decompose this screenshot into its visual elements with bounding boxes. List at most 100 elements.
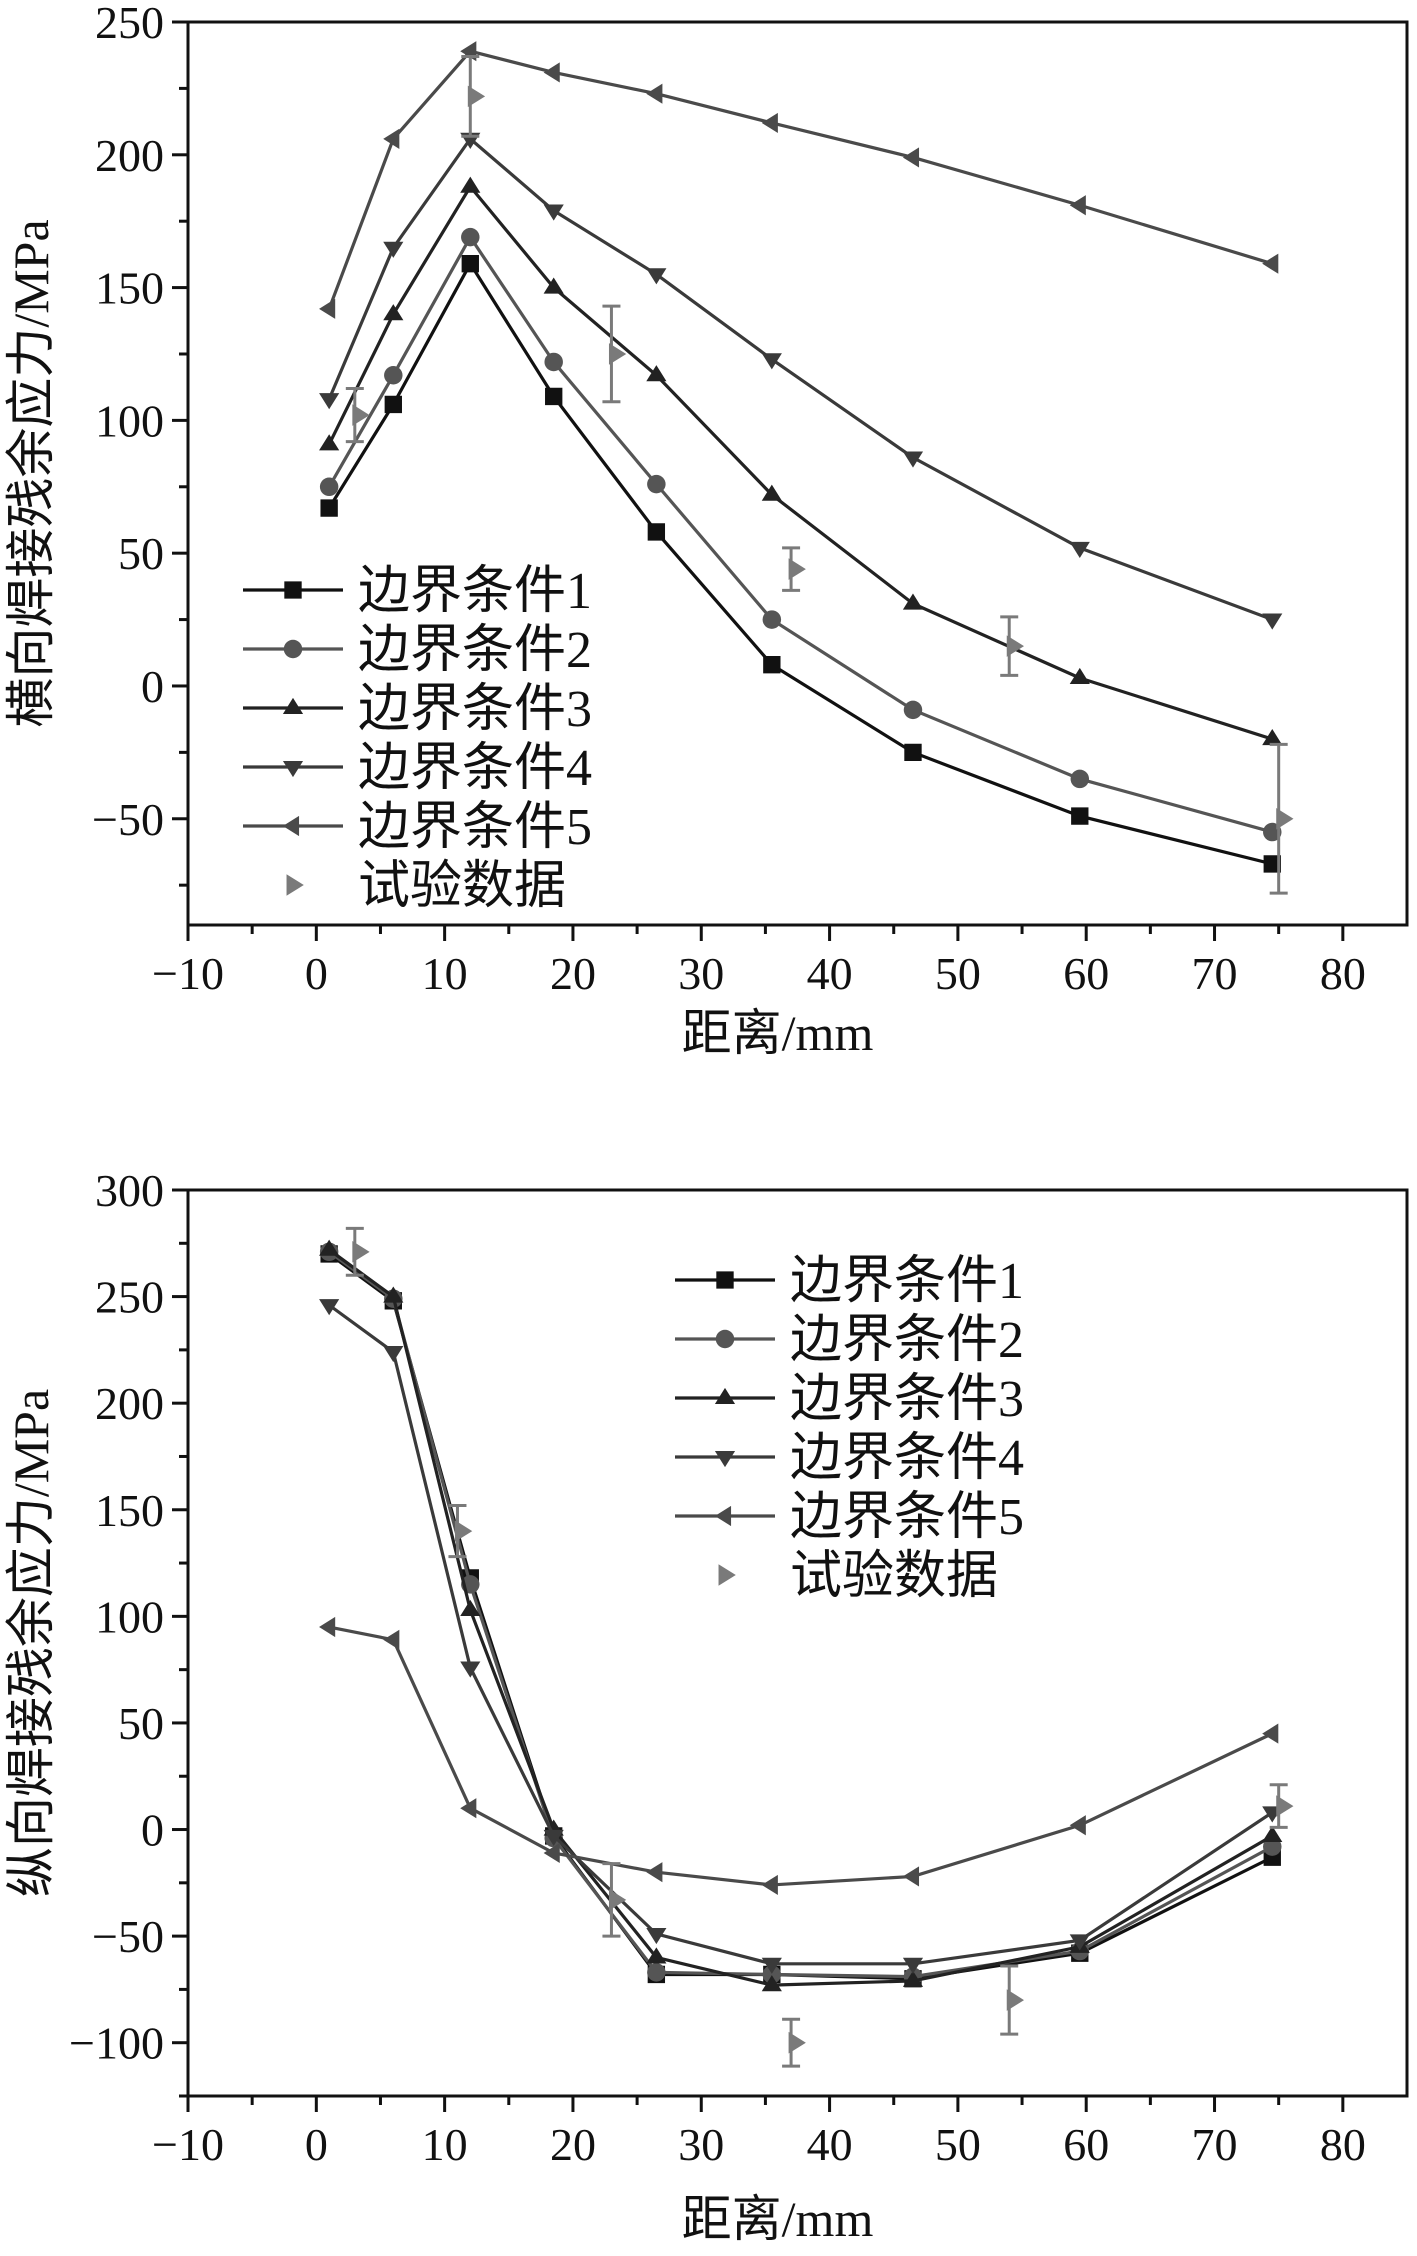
y-tick-label: −50 (92, 1911, 164, 1962)
y-tick-label: 50 (118, 528, 164, 579)
x-tick-label: 20 (550, 948, 596, 999)
experimental-point (352, 1241, 370, 1263)
legend-marker (718, 1564, 736, 1586)
legend-label: 试验数据 (790, 1548, 998, 1605)
series-1-point (1263, 855, 1281, 873)
legend-label: 边界条件2 (790, 1312, 1024, 1369)
series-5-point (1262, 253, 1279, 274)
series-1-point (763, 656, 781, 674)
series-5-point (383, 1629, 400, 1650)
series-2-point (461, 227, 480, 247)
experimental-point (352, 404, 370, 426)
series-1-point (647, 523, 666, 541)
series-1-point (904, 743, 922, 762)
x-tick-label: 30 (678, 2119, 724, 2170)
series-3-point (1069, 667, 1090, 685)
series-1-point (461, 255, 479, 273)
x-tick-label: 40 (807, 2119, 853, 2170)
experimental-point (608, 1889, 627, 1911)
series-5-point (646, 1862, 663, 1883)
x-tick-label: 20 (550, 2119, 596, 2170)
series-3-point (646, 365, 667, 382)
x-tick-label: 40 (807, 948, 853, 999)
x-tick-label: 70 (1192, 948, 1238, 999)
y-tick-label: −50 (92, 794, 164, 845)
series-4-point (902, 1957, 924, 1974)
series-4-point (1262, 613, 1283, 630)
y-tick-label: 50 (118, 1698, 164, 1749)
series-2-point (647, 474, 666, 494)
series-4-point (902, 451, 924, 468)
plot-frame (186, 20, 1409, 927)
series-2-point (384, 365, 403, 385)
series-4-point (543, 204, 564, 221)
legend-label: 边界条件5 (790, 1489, 1024, 1546)
series-5-point (543, 62, 560, 83)
x-tick-label: 80 (1320, 948, 1366, 999)
legend-label: 边界条件1 (358, 563, 592, 620)
x-axis-label: 距离/mm (682, 2191, 874, 2247)
x-tick-label: −10 (152, 948, 224, 999)
y-tick-label: −100 (69, 2018, 164, 2069)
series-5-point (761, 112, 778, 134)
experimental-point (608, 343, 627, 365)
series-4-point (646, 1927, 667, 1945)
series-1-point (320, 499, 338, 517)
series-3-point (460, 176, 481, 193)
series-5-point (761, 1874, 778, 1896)
legend-marker (715, 1329, 735, 1349)
series-3-point (902, 1970, 924, 1987)
legend-marker (716, 1271, 734, 1289)
y-tick-label: 0 (141, 1805, 164, 1856)
series-2-point (903, 700, 923, 720)
series-3-point (460, 1599, 481, 1617)
series-5-point (319, 298, 336, 319)
series-5-point (646, 83, 663, 104)
series-5-point (1069, 1815, 1086, 1836)
series-5-point (1069, 195, 1086, 216)
x-tick-label: 50 (935, 2119, 981, 2170)
x-tick-label: 0 (305, 948, 328, 999)
x-tick-label: 30 (678, 948, 724, 999)
series-3-point (761, 1975, 782, 1992)
y-axis-label: 纵向焊接残余应力/MPa (3, 1389, 59, 1897)
legend-label: 边界条件3 (358, 681, 592, 738)
x-tick-label: 70 (1192, 2119, 1238, 2170)
series-2-point (647, 1963, 666, 1982)
series-4-point (1069, 541, 1090, 558)
series-2-point (762, 1965, 782, 1984)
series-2-point (319, 477, 339, 497)
experimental-point (788, 558, 806, 580)
x-tick-label: 10 (422, 2119, 468, 2170)
series-2-point (762, 610, 782, 629)
legend-marker (714, 1505, 732, 1527)
y-tick-label: 200 (95, 1378, 164, 1429)
series-4-point (646, 268, 667, 285)
y-axis-label: 横向焊接残余应力/MPa (3, 219, 59, 727)
plot-frame (186, 1188, 1409, 2098)
series-5-point (319, 1616, 336, 1638)
y-tick-label: 300 (95, 1165, 164, 1216)
y-tick-label: 200 (95, 130, 164, 181)
series-4-point (319, 1299, 340, 1316)
series-3-point (319, 1239, 340, 1256)
y-tick-label: 250 (95, 0, 164, 48)
y-tick-label: 150 (95, 263, 164, 314)
longitudinal-stress-panel: −10 0 10 20 30 40 50 60 70 80−100−500501001502002… (3, 1165, 1409, 2247)
series-4-point (460, 1661, 481, 1678)
legend-marker (283, 639, 303, 659)
series-2-point (544, 352, 563, 372)
series-3-point (761, 484, 782, 501)
x-tick-label: 0 (305, 2119, 328, 2170)
legend-label: 边界条件5 (358, 799, 592, 856)
y-tick-label: 100 (95, 395, 164, 446)
series-4-point (1069, 1934, 1090, 1951)
series-3-point (646, 1947, 667, 1964)
y-tick-label: 250 (95, 1272, 164, 1323)
series-1-point (1071, 807, 1089, 825)
x-tick-label: −10 (152, 2119, 224, 2170)
series-4-point (383, 1345, 404, 1363)
series-5-point (460, 1798, 477, 1819)
x-tick-label: 60 (1063, 948, 1109, 999)
